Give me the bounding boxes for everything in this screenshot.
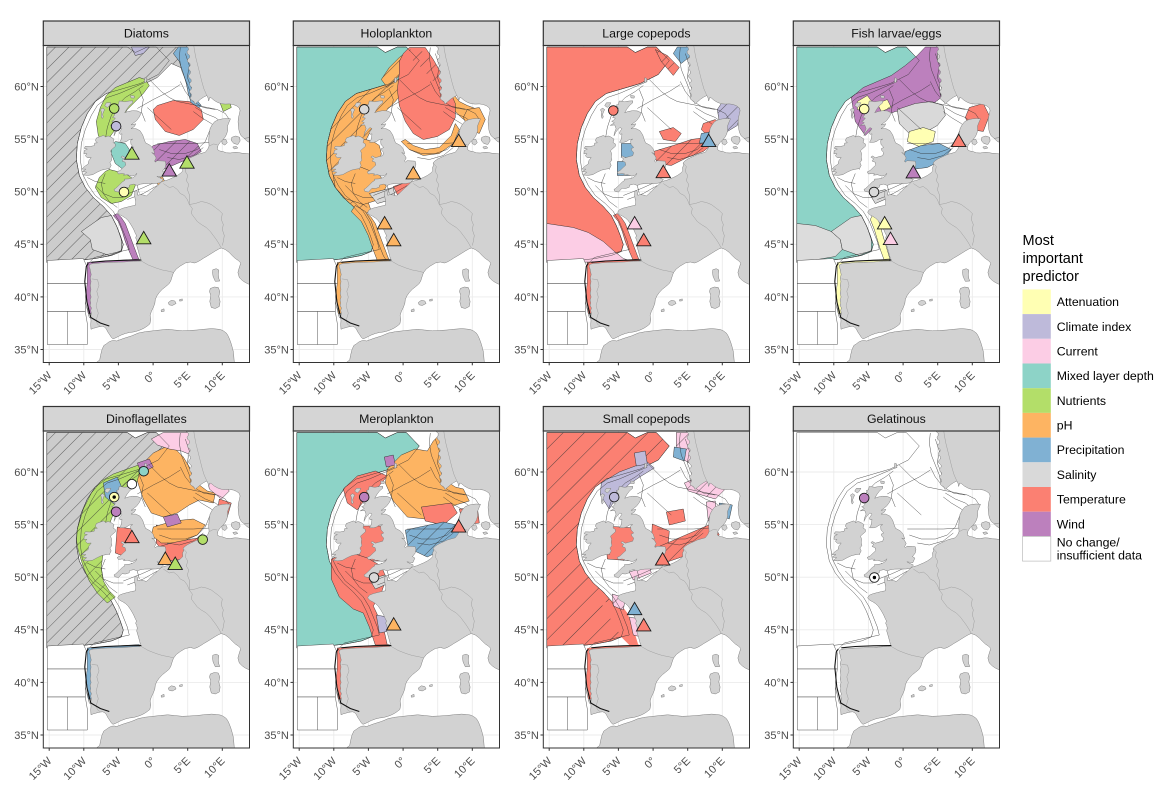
svg-text:55°N: 55°N	[764, 134, 789, 146]
svg-text:55°N: 55°N	[514, 520, 539, 532]
svg-text:45°N: 45°N	[14, 239, 39, 251]
svg-text:45°N: 45°N	[764, 239, 789, 251]
svg-text:40°N: 40°N	[264, 677, 289, 689]
svg-text:45°N: 45°N	[264, 625, 289, 637]
svg-text:35°N: 35°N	[764, 730, 789, 742]
svg-text:Attenuation: Attenuation	[1057, 295, 1119, 309]
svg-text:Climate index: Climate index	[1057, 320, 1132, 334]
svg-text:55°N: 55°N	[14, 134, 39, 146]
svg-text:55°N: 55°N	[264, 134, 289, 146]
svg-text:60°N: 60°N	[514, 81, 539, 93]
svg-text:60°N: 60°N	[764, 467, 789, 479]
svg-text:40°N: 40°N	[514, 677, 539, 689]
svg-text:50°N: 50°N	[514, 572, 539, 584]
svg-text:Most: Most	[1023, 233, 1054, 249]
svg-text:35°N: 35°N	[264, 730, 289, 742]
svg-text:50°N: 50°N	[264, 187, 289, 199]
svg-text:40°N: 40°N	[14, 677, 39, 689]
svg-text:35°N: 35°N	[264, 344, 289, 356]
svg-text:predictor: predictor	[1023, 269, 1080, 285]
svg-text:Current: Current	[1057, 344, 1099, 358]
svg-text:50°N: 50°N	[514, 187, 539, 199]
svg-text:40°N: 40°N	[514, 292, 539, 304]
svg-text:60°N: 60°N	[14, 467, 39, 479]
svg-text:55°N: 55°N	[264, 520, 289, 532]
svg-text:Mixed layer depth: Mixed layer depth	[1057, 369, 1154, 383]
svg-text:Diatoms: Diatoms	[124, 27, 169, 41]
svg-text:60°N: 60°N	[514, 467, 539, 479]
svg-text:No change/: No change/	[1057, 536, 1120, 550]
svg-text:35°N: 35°N	[514, 344, 539, 356]
svg-text:50°N: 50°N	[264, 572, 289, 584]
svg-text:50°N: 50°N	[764, 572, 789, 584]
svg-text:60°N: 60°N	[764, 81, 789, 93]
svg-text:Salinity: Salinity	[1057, 468, 1097, 482]
svg-text:45°N: 45°N	[514, 239, 539, 251]
svg-text:45°N: 45°N	[264, 239, 289, 251]
svg-text:important: important	[1023, 251, 1083, 267]
svg-text:35°N: 35°N	[514, 730, 539, 742]
svg-text:Wind: Wind	[1057, 517, 1085, 531]
svg-text:40°N: 40°N	[764, 292, 789, 304]
svg-text:55°N: 55°N	[764, 520, 789, 532]
svg-text:60°N: 60°N	[14, 81, 39, 93]
svg-text:45°N: 45°N	[764, 625, 789, 637]
svg-text:Nutrients: Nutrients	[1057, 394, 1106, 408]
svg-text:50°N: 50°N	[764, 187, 789, 199]
svg-text:40°N: 40°N	[764, 677, 789, 689]
svg-text:55°N: 55°N	[14, 520, 39, 532]
svg-text:60°N: 60°N	[264, 467, 289, 479]
svg-text:Gelatinous: Gelatinous	[867, 412, 926, 426]
svg-text:Holoplankton: Holoplankton	[361, 27, 433, 41]
svg-text:50°N: 50°N	[14, 187, 39, 199]
svg-text:Meroplankton: Meroplankton	[359, 412, 434, 426]
svg-text:45°N: 45°N	[514, 625, 539, 637]
svg-text:pH: pH	[1057, 419, 1073, 433]
svg-text:Fish larvae/eggs: Fish larvae/eggs	[851, 27, 941, 41]
svg-text:40°N: 40°N	[264, 292, 289, 304]
svg-text:Precipitation: Precipitation	[1057, 443, 1125, 457]
svg-text:55°N: 55°N	[514, 134, 539, 146]
svg-text:Large copepods: Large copepods	[602, 27, 690, 41]
svg-text:50°N: 50°N	[14, 572, 39, 584]
svg-text:40°N: 40°N	[14, 292, 39, 304]
svg-text:35°N: 35°N	[764, 344, 789, 356]
svg-text:60°N: 60°N	[264, 81, 289, 93]
svg-text:35°N: 35°N	[14, 730, 39, 742]
svg-text:35°N: 35°N	[14, 344, 39, 356]
svg-text:insufficient data: insufficient data	[1057, 549, 1142, 563]
svg-text:Dinoflagellates: Dinoflagellates	[106, 412, 187, 426]
svg-text:45°N: 45°N	[14, 625, 39, 637]
svg-text:Small copepods: Small copepods	[603, 412, 691, 426]
svg-text:Temperature: Temperature	[1057, 493, 1126, 507]
